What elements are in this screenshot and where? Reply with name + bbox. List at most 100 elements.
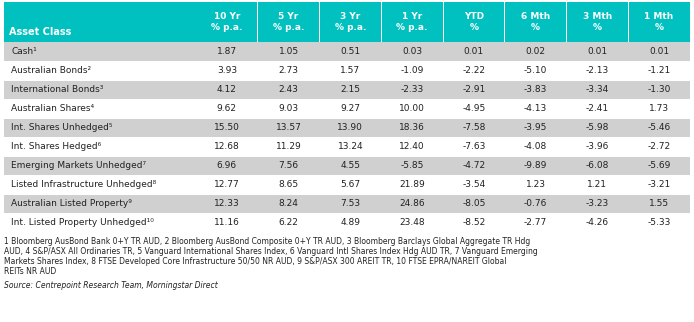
Text: -7.58: -7.58 xyxy=(462,123,486,132)
Text: Source: Centrepoint Research Team, Morningstar Direct: Source: Centrepoint Research Team, Morni… xyxy=(4,281,218,290)
Text: -2.33: -2.33 xyxy=(400,85,424,94)
Bar xyxy=(4,194,690,195)
Bar xyxy=(4,137,690,156)
Bar xyxy=(4,194,690,213)
Bar xyxy=(4,80,690,99)
Bar xyxy=(381,2,382,42)
Text: 1 Bloomberg AusBond Bank 0+Y TR AUD, 2 Bloomberg AusBond Composite 0+Y TR AUD, 3: 1 Bloomberg AusBond Bank 0+Y TR AUD, 2 B… xyxy=(4,238,530,247)
Bar xyxy=(4,99,690,118)
Text: International Bonds³: International Bonds³ xyxy=(11,85,103,94)
Text: 2.73: 2.73 xyxy=(278,66,298,75)
Text: 0.01: 0.01 xyxy=(587,47,607,56)
Text: Emerging Markets Unhedged⁷: Emerging Markets Unhedged⁷ xyxy=(11,161,146,170)
Text: -2.41: -2.41 xyxy=(586,104,609,113)
Bar xyxy=(4,175,690,194)
Bar xyxy=(4,42,690,61)
Text: -5.46: -5.46 xyxy=(648,123,670,132)
Text: Int. Shares Hedged⁶: Int. Shares Hedged⁶ xyxy=(11,142,101,151)
Text: 9.27: 9.27 xyxy=(340,104,360,113)
Text: 1.21: 1.21 xyxy=(587,180,607,189)
Text: 0.51: 0.51 xyxy=(340,47,360,56)
Bar xyxy=(4,99,690,100)
Text: -3.54: -3.54 xyxy=(462,180,486,189)
Text: 7.53: 7.53 xyxy=(340,199,360,208)
Text: 13.24: 13.24 xyxy=(337,142,363,151)
Text: 4.89: 4.89 xyxy=(340,218,360,227)
Text: Cash¹: Cash¹ xyxy=(11,47,37,56)
Text: 8.65: 8.65 xyxy=(278,180,298,189)
Bar xyxy=(4,175,690,176)
Text: -5.98: -5.98 xyxy=(586,123,609,132)
Text: -2.22: -2.22 xyxy=(462,66,485,75)
Text: 11.16: 11.16 xyxy=(214,218,240,227)
Text: 1.73: 1.73 xyxy=(649,104,669,113)
Text: -3.95: -3.95 xyxy=(524,123,548,132)
Text: 4.12: 4.12 xyxy=(217,85,237,94)
Text: 24.86: 24.86 xyxy=(399,199,425,208)
Text: 21.89: 21.89 xyxy=(399,180,425,189)
Text: -5.69: -5.69 xyxy=(648,161,671,170)
Text: -3.96: -3.96 xyxy=(586,142,609,151)
Bar xyxy=(4,61,690,62)
Text: -3.83: -3.83 xyxy=(524,85,548,94)
Text: 13.90: 13.90 xyxy=(337,123,364,132)
Text: 11.29: 11.29 xyxy=(276,142,301,151)
Text: 12.68: 12.68 xyxy=(214,142,239,151)
Text: 9.62: 9.62 xyxy=(217,104,237,113)
Text: -4.13: -4.13 xyxy=(524,104,548,113)
Text: 1.23: 1.23 xyxy=(525,180,545,189)
Text: -9.89: -9.89 xyxy=(524,161,548,170)
Text: Australian Bonds²: Australian Bonds² xyxy=(11,66,91,75)
Text: Int. Shares Unhedged⁵: Int. Shares Unhedged⁵ xyxy=(11,123,112,132)
Text: -3.23: -3.23 xyxy=(586,199,609,208)
Text: 18.36: 18.36 xyxy=(399,123,425,132)
Text: 8.24: 8.24 xyxy=(279,199,298,208)
Text: 6.96: 6.96 xyxy=(217,161,237,170)
Text: 1.55: 1.55 xyxy=(649,199,669,208)
Text: -2.77: -2.77 xyxy=(524,218,548,227)
Text: 1 Mth
%: 1 Mth % xyxy=(645,12,674,32)
Bar xyxy=(4,61,690,80)
Bar xyxy=(4,80,690,81)
Bar xyxy=(628,2,629,42)
Text: 15.50: 15.50 xyxy=(214,123,240,132)
Text: Listed Infrastructure Unhedged⁸: Listed Infrastructure Unhedged⁸ xyxy=(11,180,156,189)
Text: 12.33: 12.33 xyxy=(214,199,239,208)
Bar xyxy=(4,156,690,157)
Text: -7.63: -7.63 xyxy=(462,142,486,151)
Text: 3 Mth
%: 3 Mth % xyxy=(583,12,612,32)
Text: -1.30: -1.30 xyxy=(648,85,671,94)
Text: -3.21: -3.21 xyxy=(648,180,670,189)
Text: -4.72: -4.72 xyxy=(462,161,485,170)
Bar xyxy=(566,2,567,42)
Bar xyxy=(4,213,690,232)
Text: 1.05: 1.05 xyxy=(278,47,298,56)
Text: -5.85: -5.85 xyxy=(400,161,424,170)
Text: 3.93: 3.93 xyxy=(217,66,237,75)
Text: Markets Shares Index, 8 FTSE Developed Core Infrastructure 50/50 NR AUD, 9 S&P/A: Markets Shares Index, 8 FTSE Developed C… xyxy=(4,258,507,267)
Text: AUD, 4 S&P/ASX All Ordinaries TR, 5 Vanguard International Shares Index, 6 Vangu: AUD, 4 S&P/ASX All Ordinaries TR, 5 Vang… xyxy=(4,248,538,257)
Text: -8.05: -8.05 xyxy=(462,199,486,208)
Bar xyxy=(257,2,258,42)
Text: 1.57: 1.57 xyxy=(340,66,360,75)
Text: Australian Listed Property⁹: Australian Listed Property⁹ xyxy=(11,199,132,208)
Text: Asset Class: Asset Class xyxy=(9,27,71,37)
Text: 7.56: 7.56 xyxy=(278,161,298,170)
Text: 1.87: 1.87 xyxy=(217,47,237,56)
Text: 12.77: 12.77 xyxy=(214,180,239,189)
Text: -2.13: -2.13 xyxy=(586,66,609,75)
Text: 0.01: 0.01 xyxy=(649,47,669,56)
Text: Australian Shares⁴: Australian Shares⁴ xyxy=(11,104,94,113)
Text: 0.03: 0.03 xyxy=(402,47,422,56)
Text: 5.67: 5.67 xyxy=(340,180,360,189)
Text: 2.15: 2.15 xyxy=(340,85,360,94)
Text: 9.03: 9.03 xyxy=(278,104,298,113)
Text: 10 Yr
% p.a.: 10 Yr % p.a. xyxy=(211,12,243,32)
Text: -1.21: -1.21 xyxy=(648,66,670,75)
Bar xyxy=(4,118,690,137)
Text: 0.02: 0.02 xyxy=(525,47,545,56)
Text: 1 Yr
% p.a.: 1 Yr % p.a. xyxy=(396,12,428,32)
Bar xyxy=(4,118,690,119)
Text: YTD
%: YTD % xyxy=(464,12,484,32)
Bar xyxy=(4,2,690,42)
